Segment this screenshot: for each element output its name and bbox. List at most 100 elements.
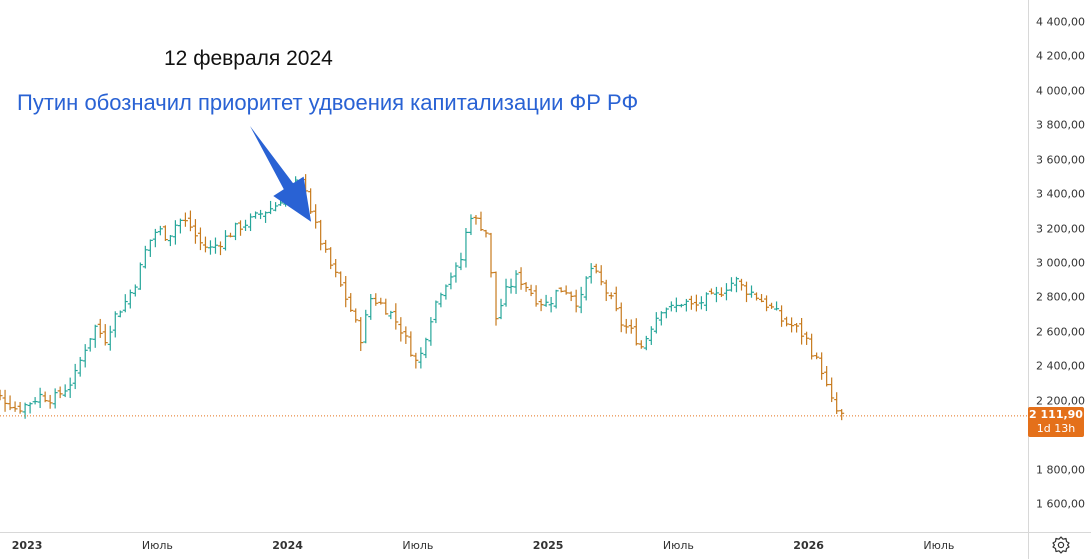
y-tick-label: 4 200,00 bbox=[1036, 49, 1085, 63]
ohlc-bar bbox=[538, 298, 544, 312]
ohlc-bar bbox=[633, 318, 639, 346]
ohlc-bar bbox=[62, 384, 68, 398]
y-tick-label: 2 200,00 bbox=[1036, 394, 1085, 408]
ohlc-bar bbox=[678, 303, 684, 308]
y-tick-label: 3 200,00 bbox=[1036, 222, 1085, 236]
ohlc-bar bbox=[693, 294, 699, 312]
ohlc-bar bbox=[132, 284, 138, 297]
ohlc-bar bbox=[17, 402, 23, 414]
ohlc-bar bbox=[338, 271, 344, 287]
ohlc-bar bbox=[187, 210, 193, 232]
ohlc-bar bbox=[794, 323, 800, 333]
time-axis[interactable]: 2023 Июль 2024 Июль 2025 Июль 2026 Июль bbox=[0, 532, 1028, 559]
ohlc-bar bbox=[673, 297, 679, 313]
ohlc-bar bbox=[713, 286, 719, 303]
ohlc-bar bbox=[453, 262, 459, 283]
ohlc-bar bbox=[253, 211, 259, 219]
ohlc-bar bbox=[784, 316, 790, 327]
ohlc-bar bbox=[558, 287, 564, 293]
ohlc-bar bbox=[258, 209, 264, 220]
ohlc-bar bbox=[122, 294, 128, 313]
ohlc-bar bbox=[308, 188, 314, 214]
ohlc-bar bbox=[483, 229, 489, 238]
ohlc-bar bbox=[42, 391, 48, 403]
ohlc-bar bbox=[172, 220, 178, 245]
ohlc-bar bbox=[458, 252, 464, 271]
annotation-arrow bbox=[250, 126, 312, 222]
ohlc-bar bbox=[127, 289, 133, 309]
ohlc-bar bbox=[438, 292, 444, 308]
ohlc-bar bbox=[97, 318, 103, 338]
ohlc-bar bbox=[2, 389, 8, 412]
ohlc-bar bbox=[147, 239, 153, 257]
ohlc-bar bbox=[533, 285, 539, 307]
y-tick-label: 3 600,00 bbox=[1036, 153, 1085, 167]
ohlc-bar bbox=[583, 276, 589, 301]
ohlc-bar bbox=[182, 212, 188, 227]
bar-countdown: 1d 13h bbox=[1036, 421, 1076, 435]
last-price-badge: 2 111,90 1d 13h bbox=[1028, 406, 1084, 437]
ohlc-bar bbox=[814, 352, 820, 360]
ohlc-bar bbox=[0, 389, 3, 401]
x-tick-label: Июль bbox=[141, 539, 173, 552]
ohlc-bar bbox=[398, 317, 404, 342]
ohlc-bar bbox=[72, 363, 78, 390]
ohlc-bar bbox=[348, 293, 354, 312]
ohlc-bar bbox=[769, 302, 775, 309]
y-tick-label: 3 400,00 bbox=[1036, 187, 1085, 201]
x-tick-label: Июль bbox=[402, 539, 434, 552]
annotation-text: Путин обозначил приоритет удвоения капит… bbox=[17, 90, 639, 115]
ohlc-bar bbox=[708, 288, 714, 295]
ohlc-bar bbox=[87, 338, 93, 352]
ohlc-bar bbox=[313, 204, 319, 229]
price-chart[interactable] bbox=[0, 0, 1028, 532]
ohlc-bar bbox=[353, 308, 359, 323]
ohlc-bar bbox=[202, 236, 208, 253]
ohlc-bar bbox=[613, 286, 619, 312]
ohlc-bar bbox=[638, 340, 644, 349]
ohlc-bar bbox=[227, 232, 233, 238]
ohlc-bar bbox=[733, 276, 739, 293]
ohlc-bar bbox=[433, 300, 439, 324]
x-tick-label: Июль bbox=[662, 539, 694, 552]
x-tick-label: 2024 bbox=[272, 539, 303, 552]
ohlc-bar bbox=[653, 312, 659, 334]
ohlc-bar bbox=[318, 219, 324, 251]
ohlc-bar bbox=[162, 225, 168, 241]
ohlc-bar bbox=[698, 296, 704, 310]
last-price-value: 2 111,90 bbox=[1029, 407, 1083, 421]
ohlc-bar bbox=[608, 292, 614, 300]
ohlc-bar bbox=[754, 292, 760, 301]
ohlc-bar bbox=[648, 326, 654, 345]
ohlc-bar bbox=[523, 282, 529, 292]
ohlc-bar bbox=[738, 278, 744, 291]
axis-corner bbox=[1028, 532, 1091, 559]
ohlc-bar bbox=[273, 202, 279, 212]
price-axis[interactable]: 4 400,00 4 200,00 4 000,00 3 800,00 3 600,00… bbox=[1028, 0, 1091, 532]
ohlc-bar bbox=[383, 298, 389, 315]
ohlc-bar bbox=[378, 297, 384, 305]
ohlc-bar bbox=[764, 295, 770, 312]
ohlc-bar bbox=[22, 402, 28, 419]
ohlc-bar bbox=[112, 311, 118, 338]
ohlc-bar bbox=[463, 227, 469, 268]
ohlc-bar bbox=[403, 326, 409, 344]
ohlc-bar bbox=[573, 289, 579, 313]
x-tick-label: Июль bbox=[923, 539, 955, 552]
ohlc-bar bbox=[12, 401, 18, 412]
ohlc-bar bbox=[749, 285, 755, 298]
ohlc-bar bbox=[363, 309, 369, 344]
ohlc-bar bbox=[688, 295, 694, 310]
ohlc-bar bbox=[834, 392, 840, 415]
ohlc-bar bbox=[759, 294, 765, 303]
gear-icon[interactable] bbox=[1052, 536, 1070, 554]
ohlc-bar bbox=[553, 289, 559, 309]
ohlc-bars bbox=[0, 174, 845, 421]
ohlc-bar bbox=[323, 239, 329, 253]
ohlc-bar bbox=[32, 397, 38, 405]
ohlc-bar bbox=[804, 331, 810, 345]
ohlc-bar bbox=[212, 237, 218, 254]
ohlc-bar bbox=[7, 395, 13, 411]
ohlc-bar bbox=[177, 218, 183, 234]
ohlc-bar bbox=[643, 335, 649, 351]
